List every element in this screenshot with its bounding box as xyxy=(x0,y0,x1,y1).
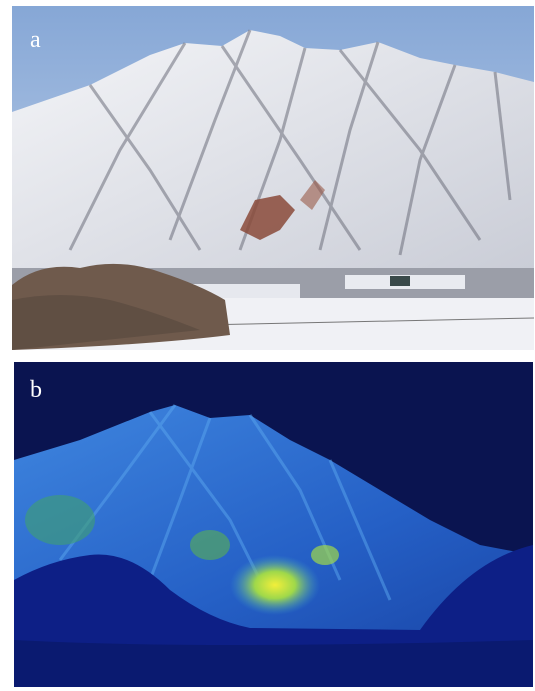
building xyxy=(390,276,410,286)
warm-area xyxy=(25,495,95,545)
page: a b (() => { const data = JSON.parse(doc… xyxy=(0,0,535,691)
photo-panel: a xyxy=(12,6,534,350)
warm-area xyxy=(190,530,230,560)
hot-spot xyxy=(230,555,320,615)
figure: a b xyxy=(0,0,535,691)
warm-area xyxy=(311,545,339,565)
panel-label: a xyxy=(30,27,41,53)
foreground-dark xyxy=(14,640,533,687)
falsecolor-panel: b xyxy=(14,362,533,687)
panel-label: b xyxy=(30,377,42,403)
